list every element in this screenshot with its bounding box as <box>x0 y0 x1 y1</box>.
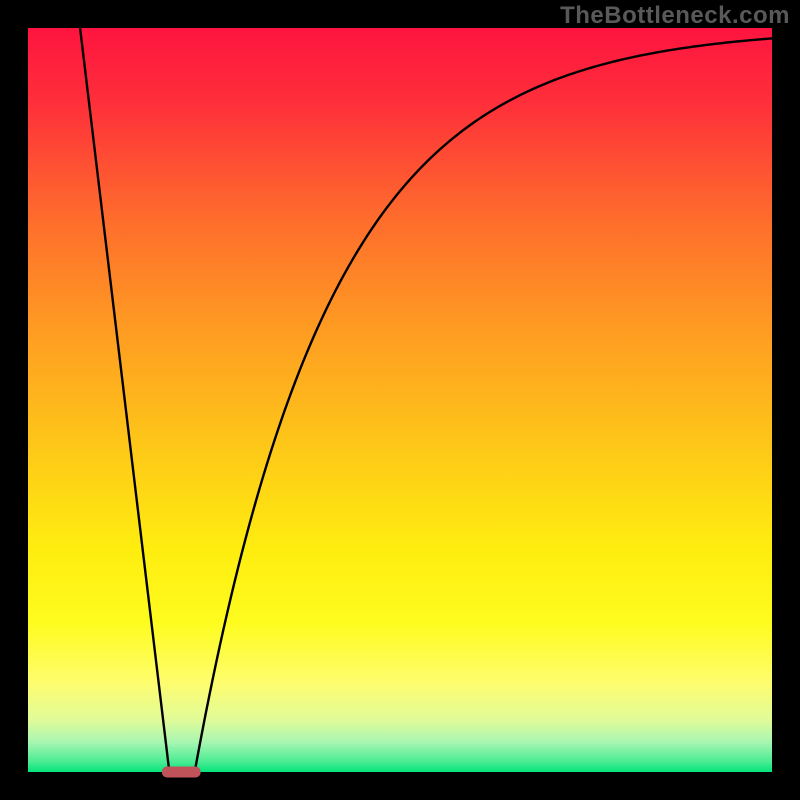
watermark-text: TheBottleneck.com <box>560 2 790 30</box>
bottleneck-chart <box>0 0 800 800</box>
optimal-marker <box>162 767 201 778</box>
chart-container: TheBottleneck.com <box>0 0 800 800</box>
plot-background <box>28 28 772 772</box>
